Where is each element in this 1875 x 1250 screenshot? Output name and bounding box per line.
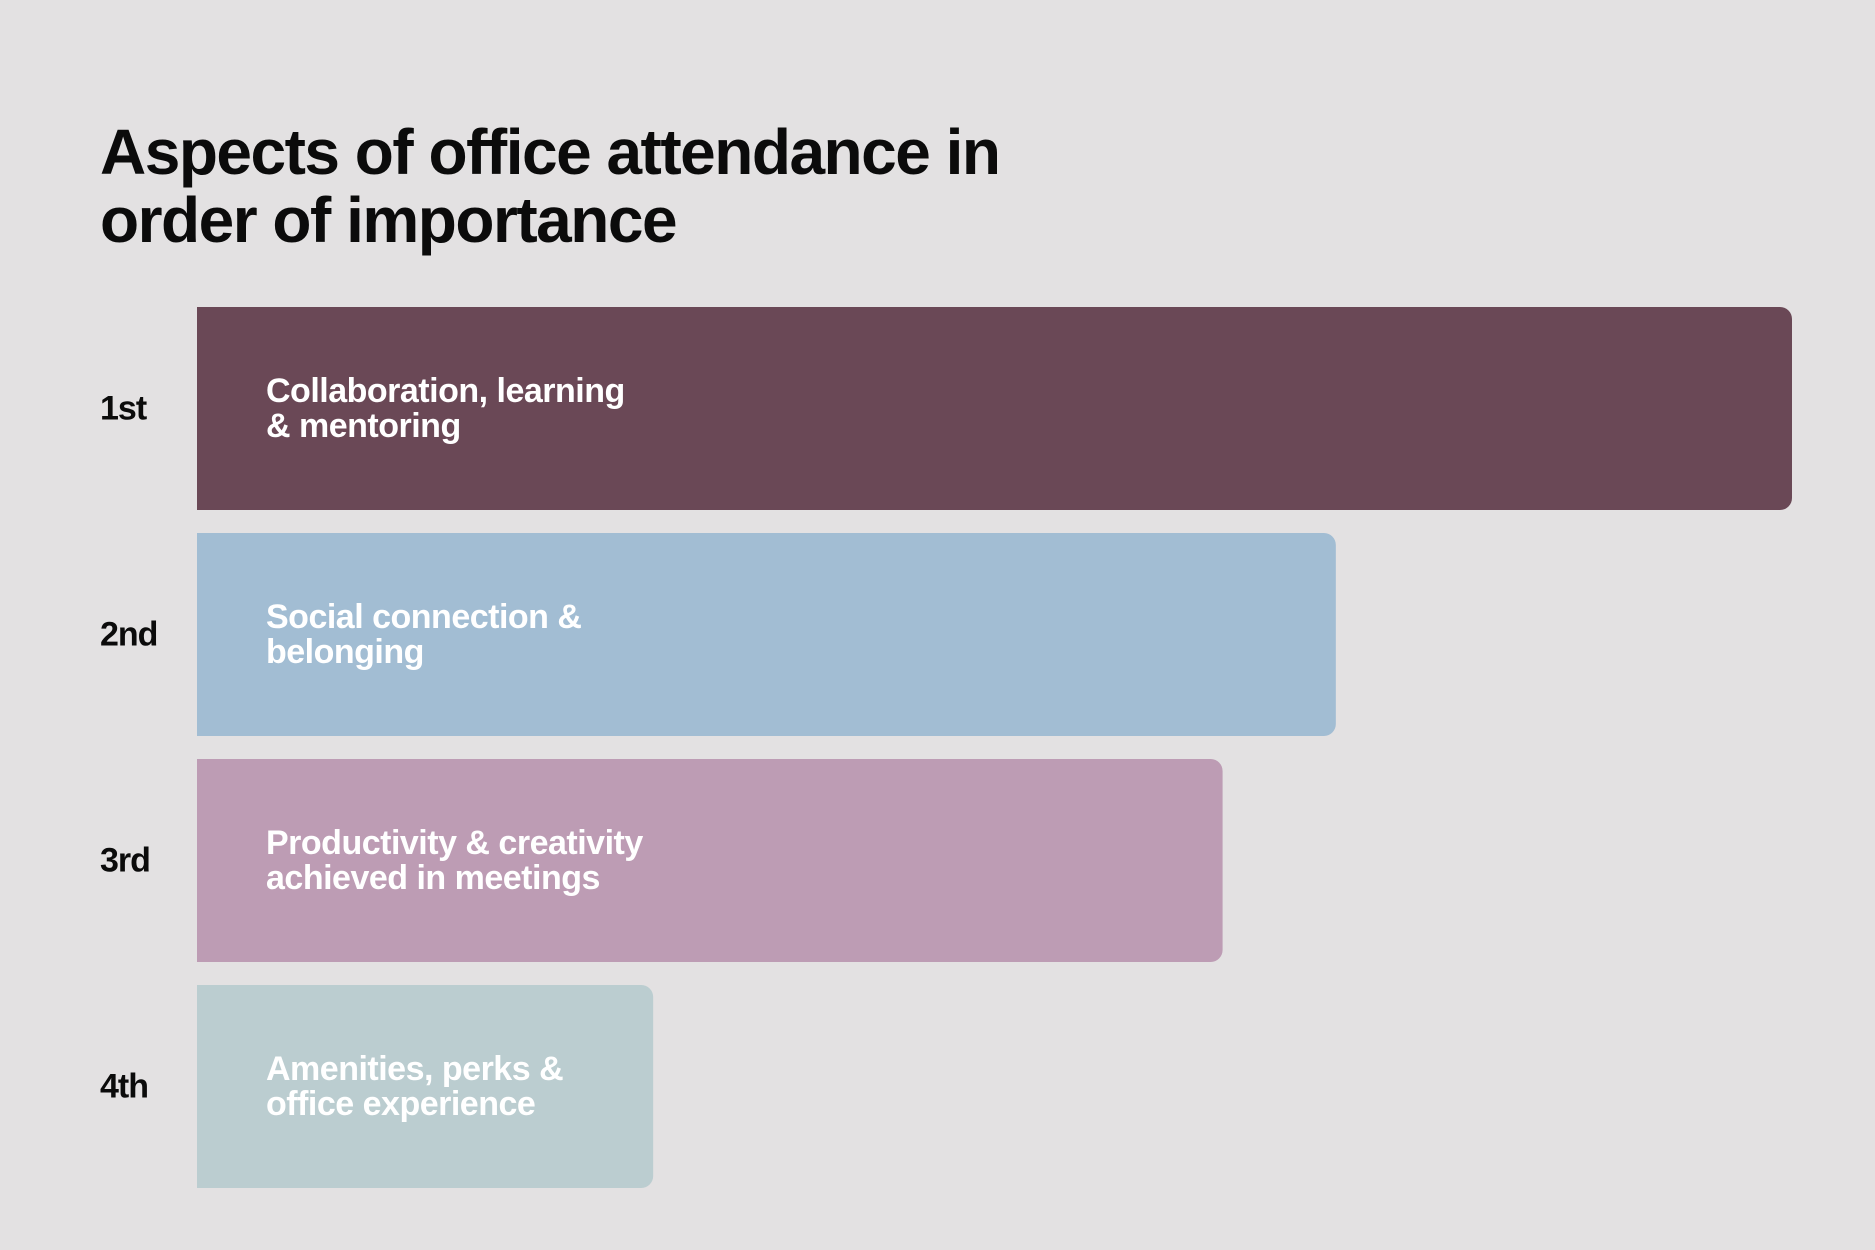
rank-label-4: 4th: [100, 1068, 148, 1106]
rank-label-3: 3rd: [100, 842, 150, 880]
bar-label-4-line-2: office experience: [266, 1085, 535, 1123]
bar-2: [197, 533, 1336, 736]
chart-title: Aspects of office attendance in order of…: [100, 118, 1200, 254]
bar-3: [197, 759, 1223, 962]
bar-group-1: 1st Collaboration, learning& mentoring: [100, 307, 1792, 510]
bar-label-4-line-1: Amenities, perks &: [266, 1050, 563, 1088]
bar-label-2-line-2: belonging: [266, 633, 424, 671]
bar-label-1-line-2: & mentoring: [266, 407, 461, 445]
chart-title-line-2: order of importance: [100, 184, 678, 256]
bar-4: [197, 985, 654, 1188]
bar-group-4: 4th Amenities, perks &office experience: [100, 985, 654, 1188]
rank-label-2: 2nd: [100, 616, 157, 654]
bar-group-2: 2nd Social connection &belonging: [100, 533, 1336, 736]
bar-label-3-line-1: Productivity & creativity: [266, 824, 643, 862]
bar-label-3-line-2: achieved in meetings: [266, 859, 600, 897]
bar-1: [197, 307, 1792, 510]
chart-title-line-1: Aspects of office attendance in: [100, 116, 1001, 188]
rank-label-1: 1st: [100, 390, 147, 428]
bar-label-2-line-1: Social connection &: [266, 598, 581, 636]
bar-label-1-line-1: Collaboration, learning: [266, 372, 625, 410]
